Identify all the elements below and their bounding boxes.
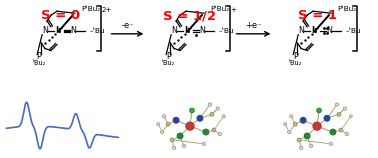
Circle shape — [216, 107, 219, 110]
Circle shape — [335, 103, 338, 106]
Circle shape — [310, 144, 313, 147]
Text: PᵗBu₂: PᵗBu₂ — [337, 6, 356, 12]
Circle shape — [212, 128, 215, 132]
Text: ᵗBu₂: ᵗBu₂ — [288, 60, 302, 66]
Circle shape — [163, 115, 166, 118]
Text: PᵗBu₂: PᵗBu₂ — [81, 6, 100, 12]
Text: Ir: Ir — [184, 26, 192, 35]
Circle shape — [343, 107, 346, 110]
Text: –ᵗBu: –ᵗBu — [90, 28, 105, 34]
Circle shape — [288, 131, 291, 134]
Text: +e⁻: +e⁻ — [245, 21, 262, 30]
Circle shape — [186, 122, 194, 130]
Text: -e⁻: -e⁻ — [121, 21, 134, 30]
Circle shape — [349, 115, 352, 118]
Circle shape — [293, 122, 297, 126]
Text: 2+: 2+ — [102, 7, 112, 13]
Text: N: N — [298, 26, 304, 35]
Circle shape — [190, 108, 194, 113]
Circle shape — [329, 142, 333, 145]
Text: Ir: Ir — [55, 26, 63, 35]
Circle shape — [166, 122, 170, 126]
Circle shape — [330, 129, 336, 135]
Circle shape — [337, 113, 341, 116]
Text: N: N — [42, 26, 48, 35]
Circle shape — [177, 133, 183, 139]
Circle shape — [345, 132, 349, 136]
Text: P: P — [166, 52, 170, 61]
Circle shape — [317, 108, 321, 113]
Circle shape — [324, 115, 330, 121]
Circle shape — [222, 115, 225, 118]
Circle shape — [218, 132, 222, 136]
Text: S = 1/2: S = 1/2 — [164, 9, 217, 22]
Text: N: N — [70, 26, 76, 35]
Circle shape — [161, 131, 164, 134]
Circle shape — [290, 115, 293, 118]
Circle shape — [183, 144, 186, 147]
Circle shape — [300, 146, 303, 149]
Circle shape — [313, 122, 321, 130]
Text: Ir: Ir — [311, 26, 319, 35]
Text: N: N — [326, 26, 332, 35]
Text: ᵗBu₂: ᵗBu₂ — [33, 60, 46, 66]
Text: +: + — [231, 7, 237, 13]
Circle shape — [304, 133, 310, 139]
Circle shape — [172, 146, 176, 149]
Text: –ᵗBu: –ᵗBu — [219, 28, 234, 34]
Text: PᵗBu₂: PᵗBu₂ — [210, 6, 229, 12]
Text: ᵗBu₂: ᵗBu₂ — [161, 60, 175, 66]
Text: S = 1: S = 1 — [297, 9, 336, 22]
Text: S = 0: S = 0 — [41, 9, 81, 22]
Circle shape — [297, 138, 301, 142]
Text: N: N — [171, 26, 177, 35]
Circle shape — [197, 115, 203, 121]
Text: P: P — [37, 52, 42, 61]
Circle shape — [203, 129, 209, 135]
Circle shape — [202, 142, 206, 145]
Circle shape — [210, 113, 214, 116]
Circle shape — [284, 123, 287, 126]
Text: N: N — [199, 26, 205, 35]
Circle shape — [157, 123, 160, 126]
Circle shape — [174, 118, 179, 123]
Circle shape — [301, 118, 306, 123]
Circle shape — [339, 128, 343, 132]
Text: P: P — [293, 52, 297, 61]
Circle shape — [170, 138, 174, 142]
Circle shape — [208, 103, 211, 106]
Text: –ᵗBu: –ᵗBu — [346, 28, 361, 34]
